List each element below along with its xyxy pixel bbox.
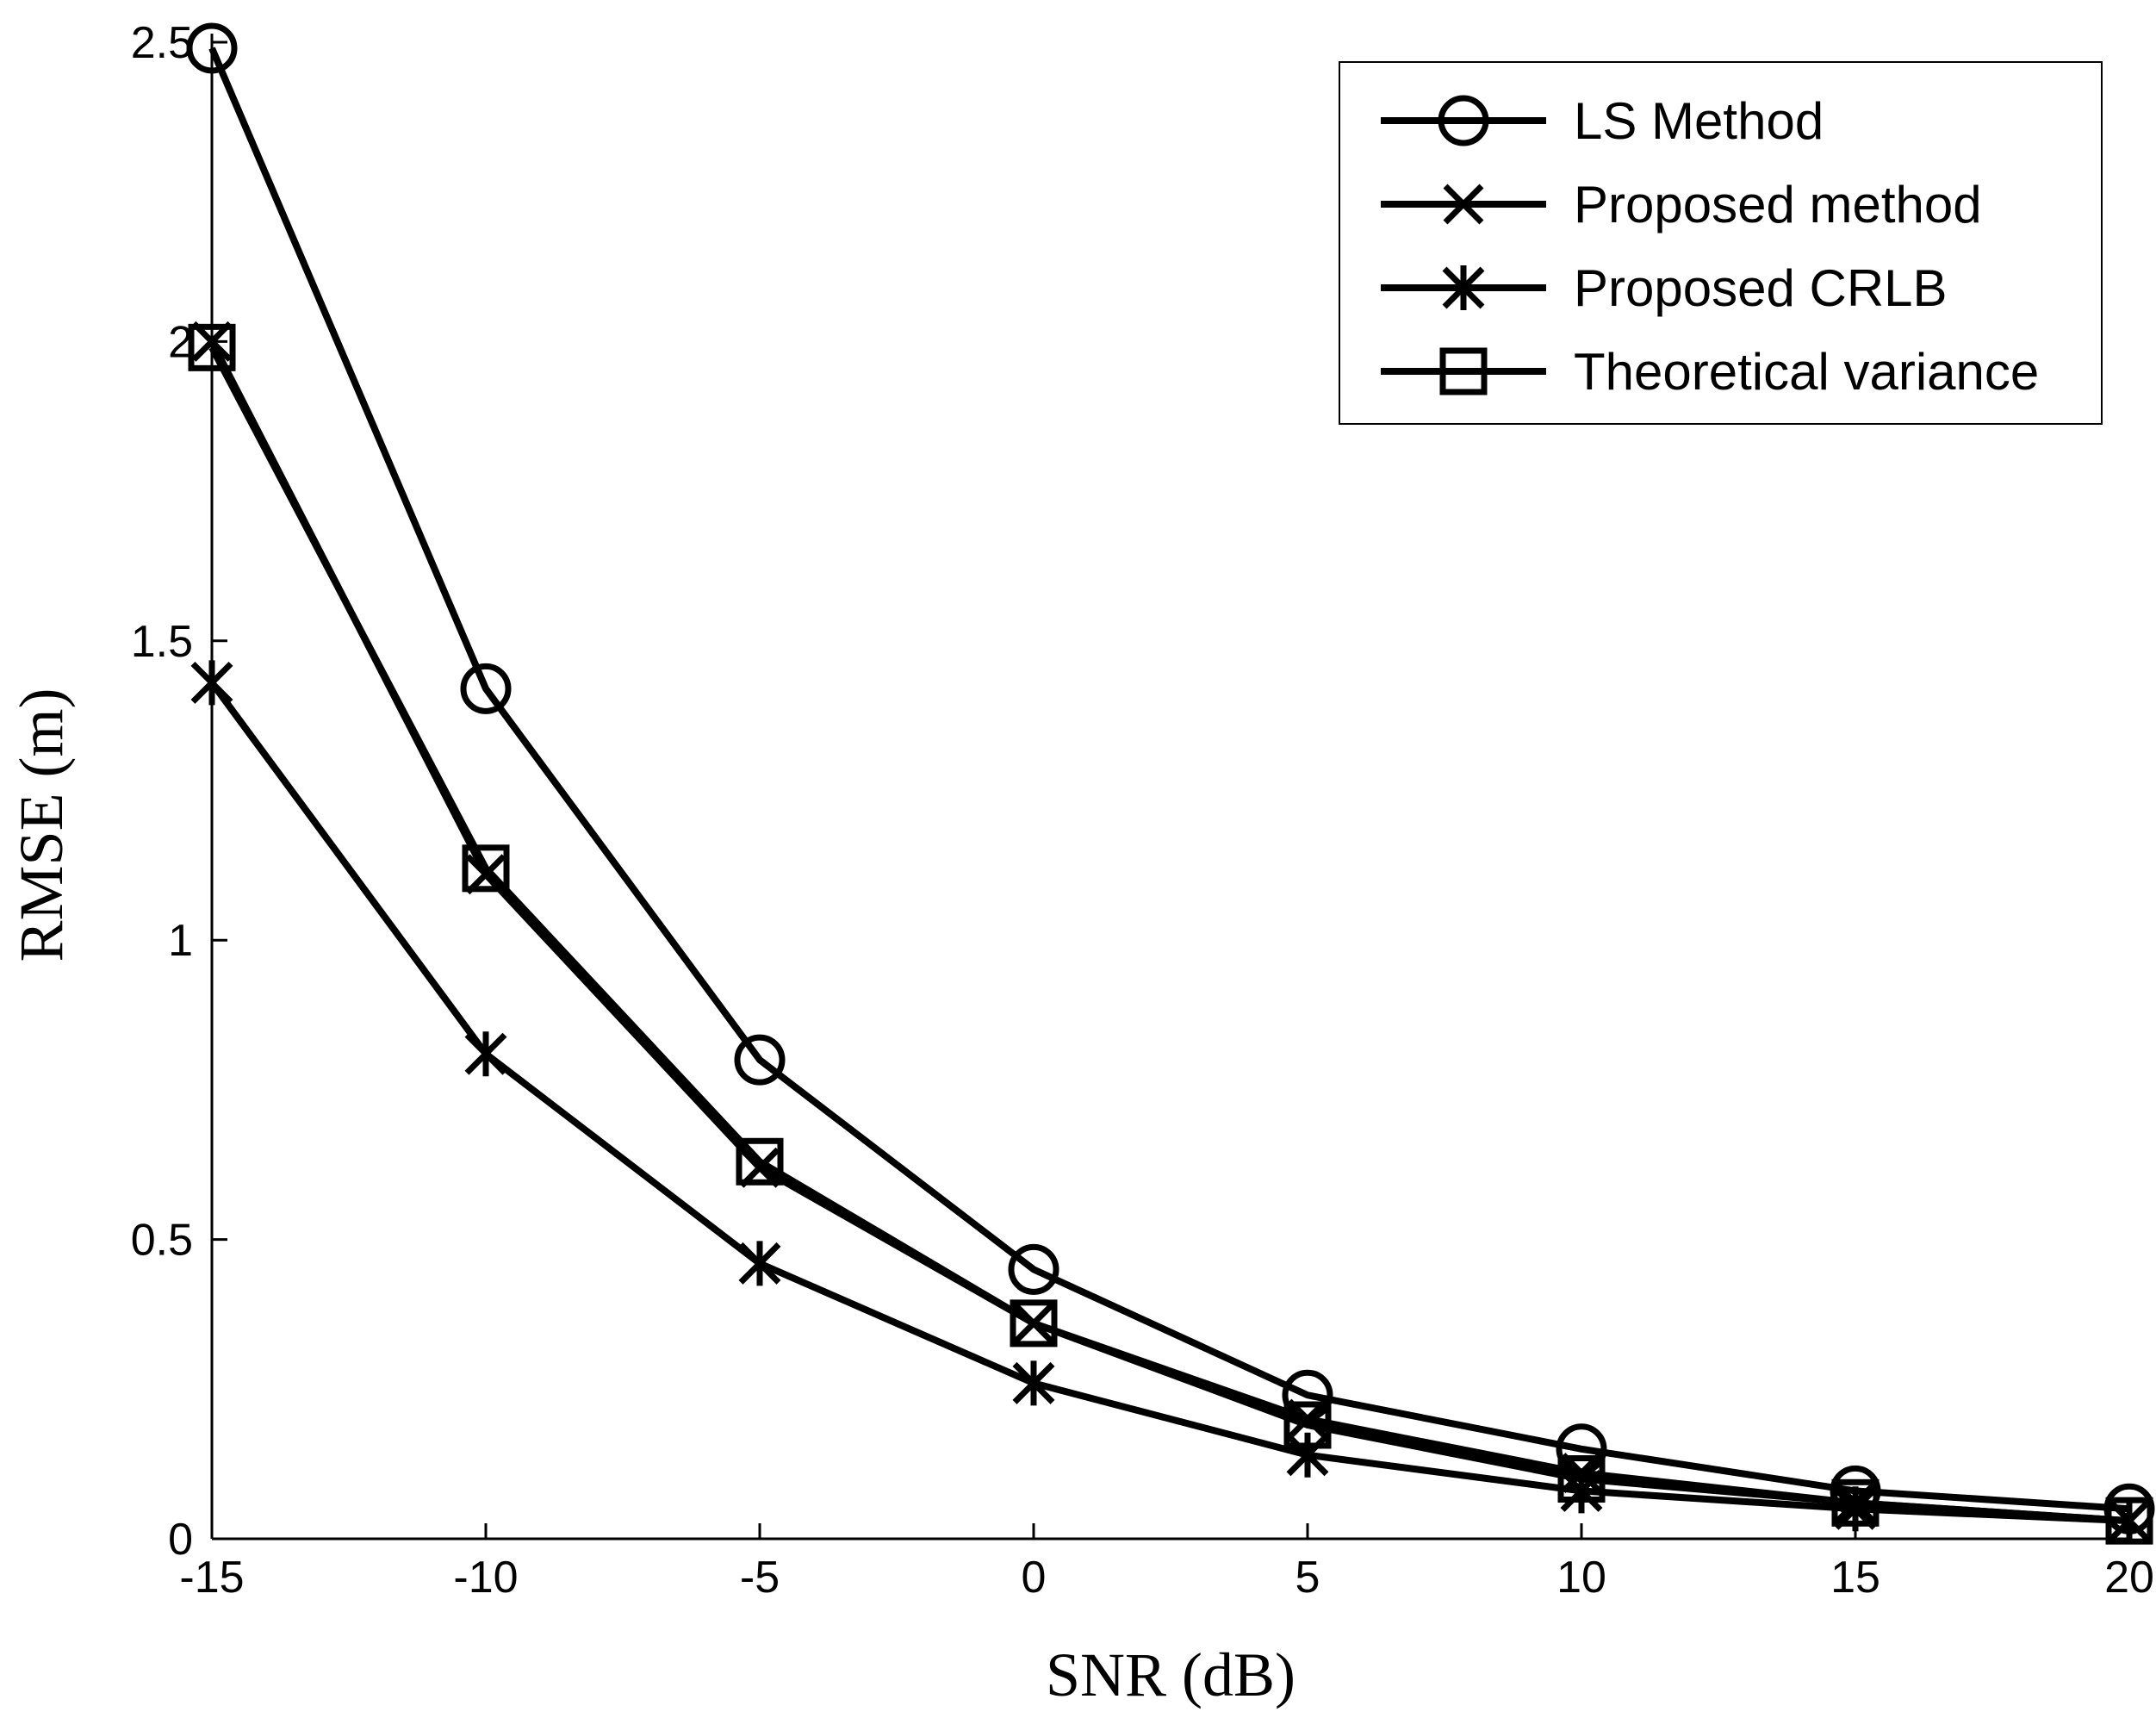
data-point — [1012, 1360, 1055, 1406]
legend-marker — [1438, 95, 1489, 146]
series-line — [208, 47, 2130, 1513]
x-tick-label: 0 — [1022, 1553, 1047, 1603]
x-tick-label: 20 — [2104, 1553, 2154, 1603]
series-line — [208, 339, 2130, 1525]
series-square — [188, 323, 2153, 1545]
x-tick-label: -10 — [453, 1553, 518, 1603]
y-tick-label: 2.5 — [131, 18, 193, 68]
data-point — [188, 323, 236, 371]
x-tick-label: 15 — [1830, 1553, 1880, 1603]
data-point — [190, 660, 233, 706]
y-tick-label: 1.5 — [131, 617, 193, 667]
series-layer — [186, 22, 2155, 1545]
data-point — [1283, 1401, 1332, 1449]
x-tick-label: -15 — [179, 1553, 244, 1603]
x-tick-label: 10 — [1556, 1553, 1606, 1603]
series-star — [190, 660, 2151, 1544]
plot-frame — [210, 34, 2129, 1541]
legend-entry: Proposed CRLB — [1381, 259, 1948, 317]
legend-entry: Theoretical variance — [1381, 343, 2039, 401]
legend-entry: Proposed method — [1381, 176, 1982, 233]
legend-marker — [1443, 184, 1484, 225]
data-point — [1286, 1432, 1329, 1478]
series-line — [208, 681, 2130, 1525]
y-tick-label: 0.5 — [131, 1216, 193, 1266]
x-tick-label: 5 — [1295, 1553, 1320, 1603]
legend-marker — [1442, 265, 1485, 310]
series-x — [191, 321, 2150, 1541]
legend-label: Theoretical variance — [1574, 343, 2039, 401]
y-tick-label: 1 — [168, 916, 193, 966]
data-point — [1010, 1299, 1058, 1348]
data-point — [738, 1241, 781, 1286]
data-point — [734, 1034, 786, 1086]
legend-label: Proposed method — [1574, 176, 1982, 233]
legend-label: Proposed CRLB — [1574, 259, 1948, 317]
data-point — [2105, 1497, 2153, 1545]
x-tick-label: -5 — [740, 1553, 780, 1603]
y-tick-label: 0 — [168, 1515, 193, 1565]
legend-marker — [1439, 347, 1488, 395]
y-axis-label: RMSE (m) — [7, 688, 76, 962]
y-axis-ticks: 00.511.522.5 — [131, 18, 227, 1565]
data-point — [736, 1137, 784, 1186]
data-point — [1557, 1455, 1606, 1503]
data-point — [186, 22, 238, 74]
legend: LS Method Proposed method Proposed CRLB The… — [1339, 61, 2103, 425]
data-point — [1831, 1478, 1880, 1527]
legend-label: LS Method — [1574, 92, 1824, 150]
legend-entry: LS Method — [1381, 92, 1824, 150]
x-axis-ticks: -15 -10 -5 0 5 10 15 20 — [179, 1523, 2154, 1603]
x-axis-label: SNR (dB) — [1046, 1640, 1295, 1709]
data-point — [460, 663, 512, 714]
data-point — [462, 844, 510, 893]
data-point — [464, 1031, 507, 1077]
series-line — [208, 345, 2130, 1525]
data-point — [1008, 1243, 1059, 1295]
